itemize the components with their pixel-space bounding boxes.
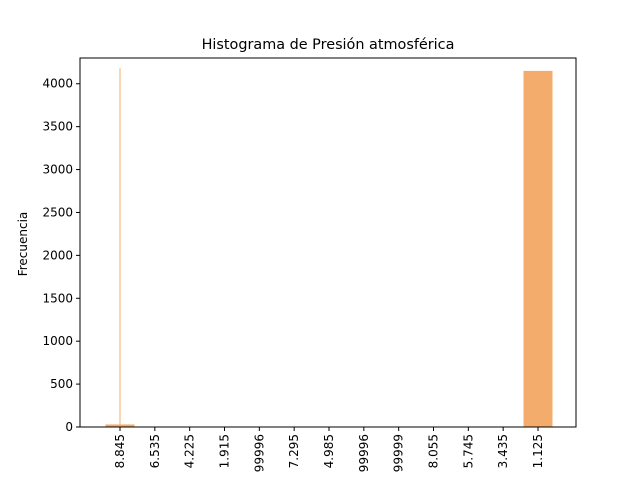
plot-frame [79,57,577,428]
x-tick-label: 7.295 [287,434,301,468]
y-axis: 0 500 1000 1500 2000 2500 3000 3500 4000 [42,77,80,434]
x-tick-label: 8.845 [113,434,127,468]
x-tick-label: 1.125 [531,434,545,468]
y-tick-label: 500 [50,377,73,391]
histogram-spike-bar [119,68,121,428]
x-tick-label: 4.225 [183,434,197,468]
x-tick-label: 6.535 [148,434,162,468]
x-tick-label: 99996 [357,434,371,472]
x-axis: 8.845 6.535 4.225 1.915 99996 7.295 4.985 99996… [113,427,545,472]
y-tick-label: 3000 [42,163,73,177]
y-tick-label: 2000 [42,248,73,262]
y-axis-title: Frecuencia [16,212,30,277]
y-tick-label: 4000 [42,77,73,91]
x-tick-label: 5.745 [461,434,475,468]
x-tick-label: 1.915 [218,434,232,468]
x-tick-label: 8.055 [427,434,441,468]
plot-area: 0 500 1000 1500 2000 2500 3000 3500 4000 8.845 6.… [42,57,577,472]
y-tick-label: 0 [65,420,73,434]
histogram-bar [523,70,553,427]
x-tick-label: 99996 [252,434,266,472]
y-tick-label: 1500 [42,291,73,305]
bars-group [105,68,553,428]
chart-title: Histograma de Presión atmosférica [202,37,455,53]
x-tick-label: 3.435 [496,434,510,468]
x-tick-label: 4.985 [322,434,336,468]
x-tick-label: 99999 [392,434,406,472]
y-tick-label: 3500 [42,120,73,134]
y-tick-label: 2500 [42,205,73,219]
y-tick-label: 1000 [42,334,73,348]
